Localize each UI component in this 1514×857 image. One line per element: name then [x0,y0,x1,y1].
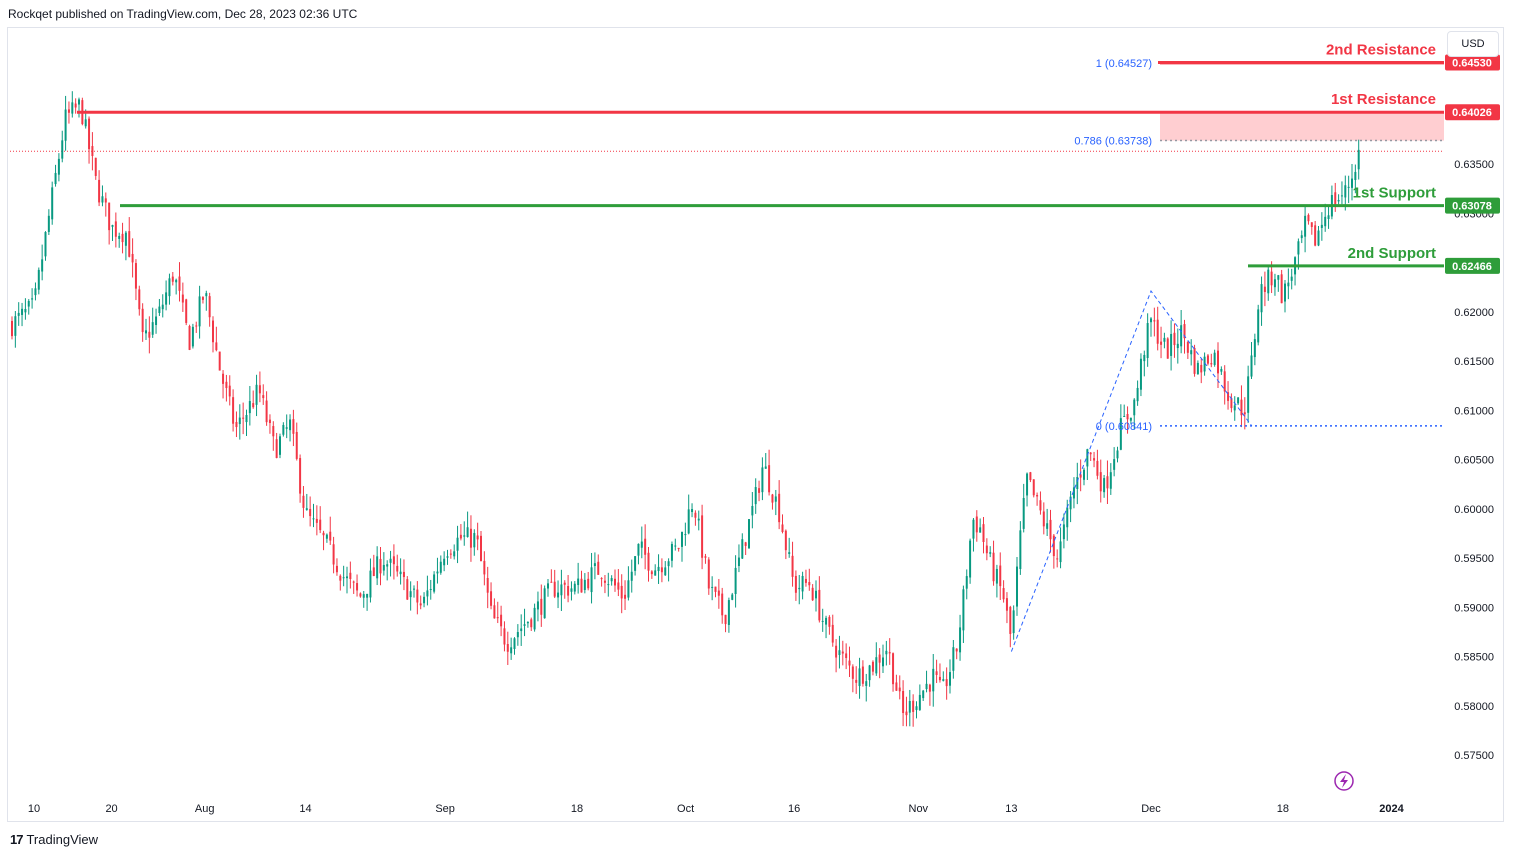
publisher-caption: Rockqet published on TradingView.com, De… [8,7,358,21]
currency-button[interactable]: USD [1447,31,1499,57]
chart-frame [7,27,1504,822]
tradingview-footer: 17 TradingView [10,830,98,848]
tradingview-logo-icon: 17 [10,831,24,847]
tradingview-logo-text: TradingView [26,831,99,847]
